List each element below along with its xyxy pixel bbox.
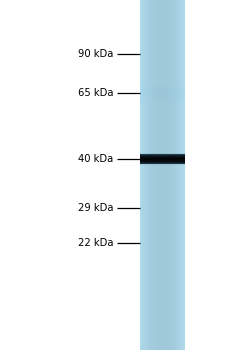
Text: 29 kDa: 29 kDa: [78, 203, 114, 213]
Text: 40 kDa: 40 kDa: [78, 154, 114, 164]
Text: 22 kDa: 22 kDa: [78, 238, 114, 248]
Text: 65 kDa: 65 kDa: [78, 88, 114, 98]
Text: 90 kDa: 90 kDa: [78, 49, 114, 59]
